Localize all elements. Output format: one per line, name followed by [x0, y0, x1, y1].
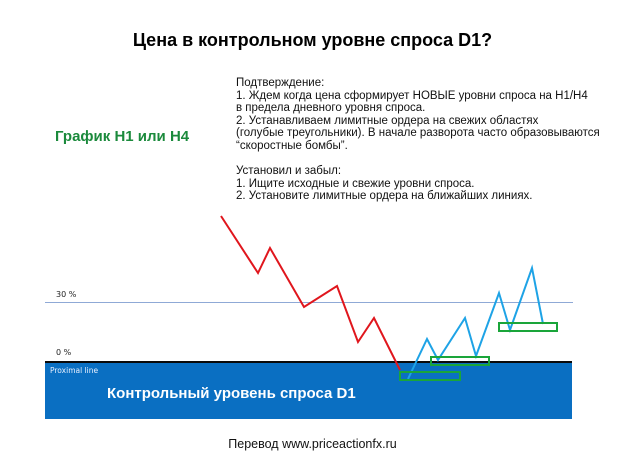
setup-line: 2. Установите лимитные ордера на ближайш…: [236, 190, 533, 203]
downtrend-line: [220, 215, 401, 371]
confirmation-line: 1. Ждем когда цена сформирует НОВЫЕ уров…: [236, 89, 588, 102]
proximal-line-label: Proximal line: [50, 366, 99, 375]
confirmation-line: “скоростные бомбы”.: [236, 139, 348, 152]
confirmation-line: в предела дневного уровня спроса.: [236, 102, 426, 115]
demand-zone-title: Контрольный уровень спроса D1: [107, 385, 356, 402]
setup-line: 1. Ищите исходные и свежие уровни спроса…: [236, 177, 475, 190]
demand-zone: Proximal line Контрольный уровень спроса…: [45, 361, 572, 419]
footer-credit: Перевод www.priceactionfx.ru: [228, 437, 397, 451]
level-30-line: [45, 302, 573, 303]
demand-box-2: [430, 356, 490, 366]
confirmation-line: (голубые треугольники). В начале разворо…: [236, 127, 600, 140]
demand-box-1: [399, 371, 461, 381]
page-title: Цена в контрольном уровне спроса D1?: [132, 30, 493, 50]
level-30-label: 30 %: [56, 290, 77, 299]
description-block: Подтверждение: 1. Ждем когда цена сформи…: [236, 77, 616, 203]
setup-heading: Установил и забыл:: [236, 165, 342, 178]
level-0-label: 0 %: [56, 348, 72, 357]
confirmation-heading: Подтверждение:: [236, 77, 325, 89]
chart-subtitle: График H1 или H4: [55, 128, 190, 145]
demand-box-3: [498, 322, 558, 332]
confirmation-line: 2. Устанавливаем лимитные ордера на свеж…: [236, 114, 539, 127]
